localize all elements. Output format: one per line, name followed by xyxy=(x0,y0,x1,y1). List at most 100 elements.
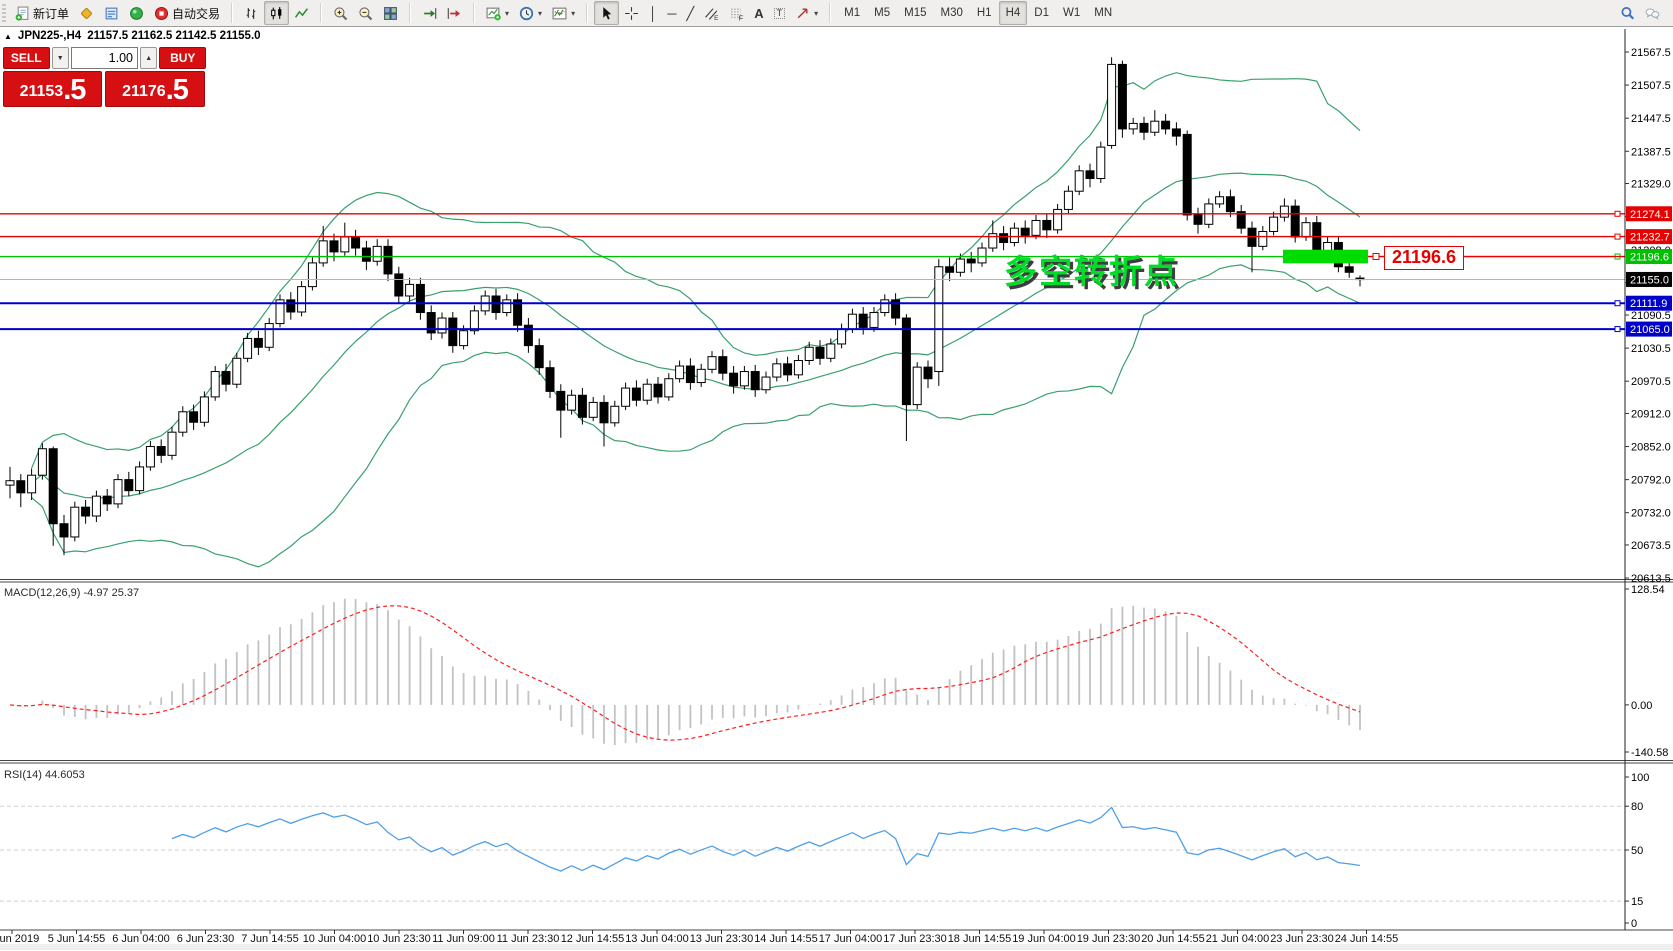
horizontal-lines[interactable] xyxy=(0,210,1625,333)
trendline-tool-button[interactable]: ╱ xyxy=(681,1,699,25)
periods-button[interactable]: ▾ xyxy=(514,1,547,25)
timeframe-button-M30[interactable]: M30 xyxy=(940,7,963,19)
svg-text:17 Jun 04:00: 17 Jun 04:00 xyxy=(819,933,883,945)
line-chart-button[interactable] xyxy=(289,1,314,25)
new-order-button[interactable]: 新订单 xyxy=(10,1,74,25)
chart-shift-icon xyxy=(447,6,462,21)
auto-scroll-button[interactable] xyxy=(417,1,442,25)
main-toolbar: 新订单 自动交易 xyxy=(0,0,1673,27)
auto-scroll-icon xyxy=(422,6,437,21)
crosshair-tool-button[interactable] xyxy=(619,1,644,25)
svg-text:7 Jun 14:55: 7 Jun 14:55 xyxy=(241,933,299,945)
buy-price-main: 21176 xyxy=(122,83,166,100)
candlestick-chart-icon xyxy=(269,6,284,21)
svg-text:21 Jun 04:00: 21 Jun 04:00 xyxy=(1206,933,1270,945)
autotrading-icon xyxy=(154,6,169,21)
new-chart-button[interactable]: ▾ xyxy=(481,1,514,25)
channel-tool-button[interactable]: E xyxy=(699,1,724,25)
horizontal-line-icon: ─ xyxy=(667,5,677,21)
dropdown-arrow-icon: ▾ xyxy=(538,8,543,18)
timeframe-button-M5[interactable]: M5 xyxy=(874,7,891,19)
svg-text:21567.5: 21567.5 xyxy=(1631,47,1671,59)
timeframe-button-M1[interactable]: M1 xyxy=(844,7,861,19)
autotrading-button[interactable]: 自动交易 xyxy=(149,1,225,25)
candlestick-chart-button[interactable] xyxy=(264,1,290,25)
macd-pane[interactable] xyxy=(9,598,1361,746)
zoom-out-button[interactable] xyxy=(353,1,378,25)
toolbar-group-objects: │ ─ ╱ E F A T ▾ xyxy=(592,1,825,25)
data-window-button[interactable] xyxy=(99,1,124,25)
svg-text:21196.6: 21196.6 xyxy=(1630,252,1669,264)
zoom-out-icon xyxy=(358,6,373,21)
price-callout-label[interactable]: 21196.6 xyxy=(1384,245,1464,270)
svg-text:20852.0: 20852.0 xyxy=(1631,442,1671,454)
macd-values: -4.97 25.37 xyxy=(80,587,140,599)
toolbar-group-zoom xyxy=(326,1,405,25)
arrows-tool-button[interactable]: ▾ xyxy=(790,1,823,25)
market-watch-icon xyxy=(79,6,94,21)
toolbar-group-charttype xyxy=(237,1,316,25)
toolbar-separator xyxy=(829,3,832,23)
fibonacci-icon: F xyxy=(729,6,744,21)
buy-button[interactable]: BUY xyxy=(159,47,207,69)
zoom-in-button[interactable] xyxy=(328,1,353,25)
sell-button[interactable]: SELL xyxy=(3,47,50,69)
svg-text:50: 50 xyxy=(1631,845,1643,857)
fibonacci-tool-button[interactable]: F xyxy=(724,1,749,25)
svg-text:20792.0: 20792.0 xyxy=(1631,475,1671,487)
line-chart-icon xyxy=(294,6,309,21)
tile-windows-button[interactable] xyxy=(378,1,403,25)
market-watch-button[interactable] xyxy=(74,1,99,25)
svg-text:20732.0: 20732.0 xyxy=(1631,508,1671,520)
chart-window[interactable]: 128.54 0.00 -140.58 100 80 50 15 0 21567.5 21507.… xyxy=(0,26,1673,951)
collapse-icon[interactable]: ▲ xyxy=(4,31,12,41)
chart-shift-button[interactable] xyxy=(442,1,467,25)
volume-input[interactable]: 1.00 xyxy=(71,47,138,69)
new-chart-icon xyxy=(486,6,501,21)
arrow-object-icon xyxy=(795,6,810,21)
timeframe-button-M15[interactable]: M15 xyxy=(904,7,927,19)
sell-price-main: 21153 xyxy=(19,83,64,100)
toolbar-grip[interactable] xyxy=(2,4,6,22)
svg-text:0.00: 0.00 xyxy=(1631,700,1652,712)
crosshair-icon xyxy=(624,6,639,21)
text-label-tool-button[interactable]: T xyxy=(769,1,791,25)
text-tool-button[interactable]: A xyxy=(749,1,768,25)
macd-name: MACD(12,26,9) xyxy=(4,587,81,599)
volume-increase-button[interactable]: ▲ xyxy=(140,47,158,69)
chat-button[interactable] xyxy=(1640,1,1665,25)
svg-text:18 Jun 14:55: 18 Jun 14:55 xyxy=(948,933,1012,945)
bar-chart-button[interactable] xyxy=(239,1,264,25)
rsi-pane[interactable] xyxy=(0,805,1625,902)
candles[interactable] xyxy=(5,57,1365,556)
buy-price-panel[interactable]: 21176 .5 xyxy=(105,71,205,107)
timeframe-button-W1[interactable]: W1 xyxy=(1062,7,1081,19)
timeframe-button-D1[interactable]: D1 xyxy=(1034,7,1049,19)
horizontal-line-tool-button[interactable]: ─ xyxy=(662,1,681,25)
svg-text:13 Jun 04:00: 13 Jun 04:00 xyxy=(625,933,689,945)
price-chart-canvas[interactable]: 128.54 0.00 -140.58 100 80 50 15 0 21567.5 21507.… xyxy=(0,27,1673,951)
timeframe-button-MN[interactable]: MN xyxy=(1094,7,1113,19)
sell-price-panel[interactable]: 21153 .5 xyxy=(3,71,102,107)
dropdown-arrow-icon: ▾ xyxy=(814,8,819,18)
bar-chart-icon xyxy=(244,6,259,21)
cursor-tool-button[interactable] xyxy=(594,1,620,25)
svg-text:20970.5: 20970.5 xyxy=(1631,376,1671,388)
svg-text:20613.5: 20613.5 xyxy=(1631,573,1671,585)
toolbar-group-standard: 新订单 自动交易 xyxy=(8,1,227,25)
svg-text:20912.0: 20912.0 xyxy=(1631,408,1671,420)
search-button[interactable] xyxy=(1615,1,1640,25)
timeframe-button-H1[interactable]: H1 xyxy=(976,7,992,19)
templates-button[interactable]: ▾ xyxy=(547,1,580,25)
chart-text-annotation[interactable]: 多空转折点 xyxy=(1004,253,1179,290)
svg-text:6 Jun 23:30: 6 Jun 23:30 xyxy=(177,933,235,945)
rsi-value: 44.6053 xyxy=(41,769,85,781)
vertical-line-tool-button[interactable]: │ xyxy=(644,1,662,25)
svg-text:E: E xyxy=(714,14,718,20)
axes[interactable]: 128.54 0.00 -140.58 100 80 50 15 0 21567.5 21507.… xyxy=(0,29,1673,945)
svg-text:21329.0: 21329.0 xyxy=(1631,179,1671,191)
volume-decrease-button[interactable]: ▼ xyxy=(51,47,70,69)
strategy-tester-button[interactable] xyxy=(124,1,149,25)
timeframe-button-H4[interactable]: H4 xyxy=(998,1,1028,25)
